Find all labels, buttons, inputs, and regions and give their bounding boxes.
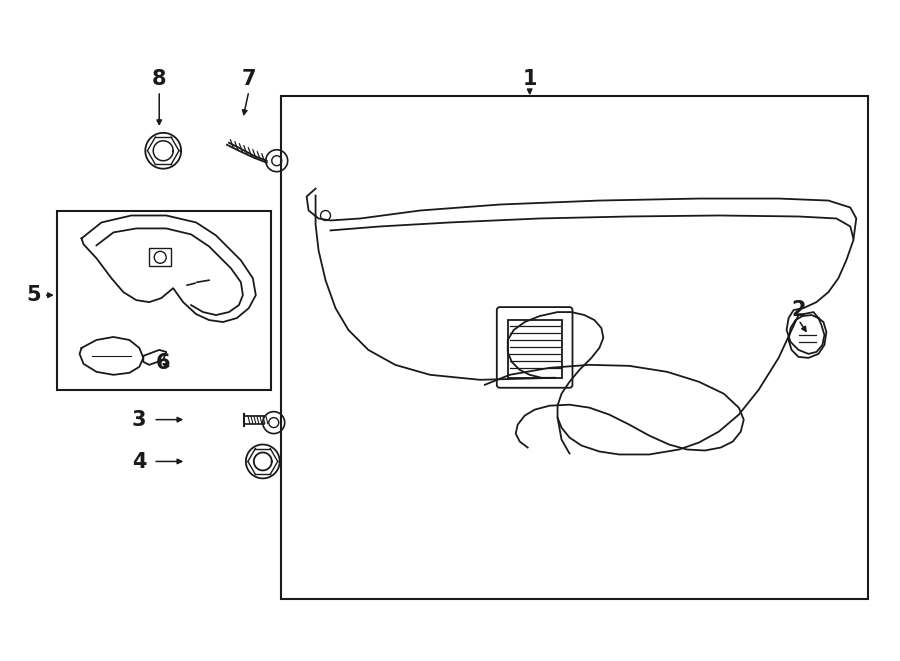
Text: 1: 1	[522, 69, 537, 89]
Text: 7: 7	[241, 69, 256, 89]
Text: 5: 5	[26, 285, 41, 305]
Text: 4: 4	[132, 452, 147, 473]
Bar	[281, 96, 868, 599]
Bar	[149, 249, 171, 266]
Text: 8: 8	[152, 69, 166, 89]
Text: 3: 3	[132, 410, 147, 430]
Text: 6: 6	[156, 353, 170, 373]
Text: 2: 2	[791, 300, 806, 320]
Bar	[57, 210, 271, 390]
Bar	[508, 320, 562, 378]
